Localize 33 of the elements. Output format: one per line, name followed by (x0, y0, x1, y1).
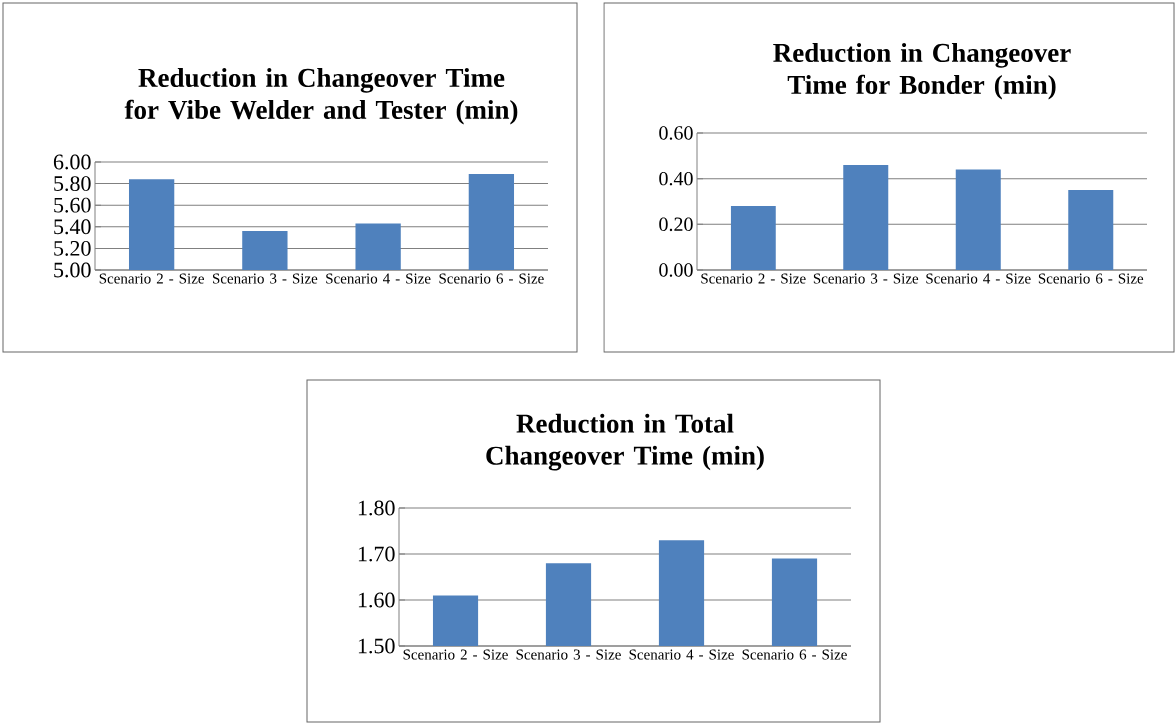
y-tick-label: 5.40 (54, 219, 91, 235)
y-tick-label: 0.60 (659, 126, 693, 140)
y-tick-label: 0.20 (659, 217, 693, 232)
bar (843, 164, 889, 270)
y-tick-label: 1.80 (358, 500, 395, 516)
y-tick-label: 0.40 (659, 171, 693, 186)
y-tick-label: 0.00 (659, 263, 693, 277)
x-tick-label: Scenario 3 - Size (212, 273, 318, 284)
bar (730, 206, 776, 270)
x-tick-label: Scenario 3 - Size (516, 649, 621, 660)
y-tick-label: 5.20 (54, 240, 91, 256)
y-tick-label: 5.60 (54, 197, 91, 213)
x-tick-label: Scenario 4 - Size (926, 273, 1031, 284)
y-tick-label: 1.50 (358, 638, 395, 654)
chart-title: Reduction in Total Changeover Time (min) (486, 413, 764, 471)
y-tick-label: 5.00 (54, 262, 91, 278)
chart-title: Reduction in Changeover Time for Vibe Welder and Tester (min) (124, 67, 518, 125)
chart-title: Reduction in Changeover Time for Bonder (min) (773, 42, 1071, 100)
x-tick-label: Scenario 2 - Size (701, 273, 806, 284)
y-tick-label: 5.80 (54, 176, 91, 192)
x-tick-label: Scenario 3 - Size (813, 273, 919, 284)
x-tick-label: Scenario 6 - Size (439, 273, 544, 284)
x-tick-label: Scenario 2 - Size (99, 273, 204, 284)
x-tick-label: Scenario 6 - Size (1038, 273, 1144, 284)
x-tick-label: Scenario 4 - Size (326, 273, 431, 284)
x-tick-label: Scenario 2 - Size (403, 649, 508, 660)
bar (955, 169, 1001, 270)
y-tick-label: 1.70 (358, 546, 395, 562)
y-tick-label: 6.00 (53, 154, 91, 170)
x-tick-label: Scenario 6 - Size (742, 649, 847, 660)
y-tick-label: 1.60 (358, 592, 395, 608)
bar (1068, 190, 1114, 270)
x-tick-label: Scenario 4 - Size (629, 649, 734, 660)
